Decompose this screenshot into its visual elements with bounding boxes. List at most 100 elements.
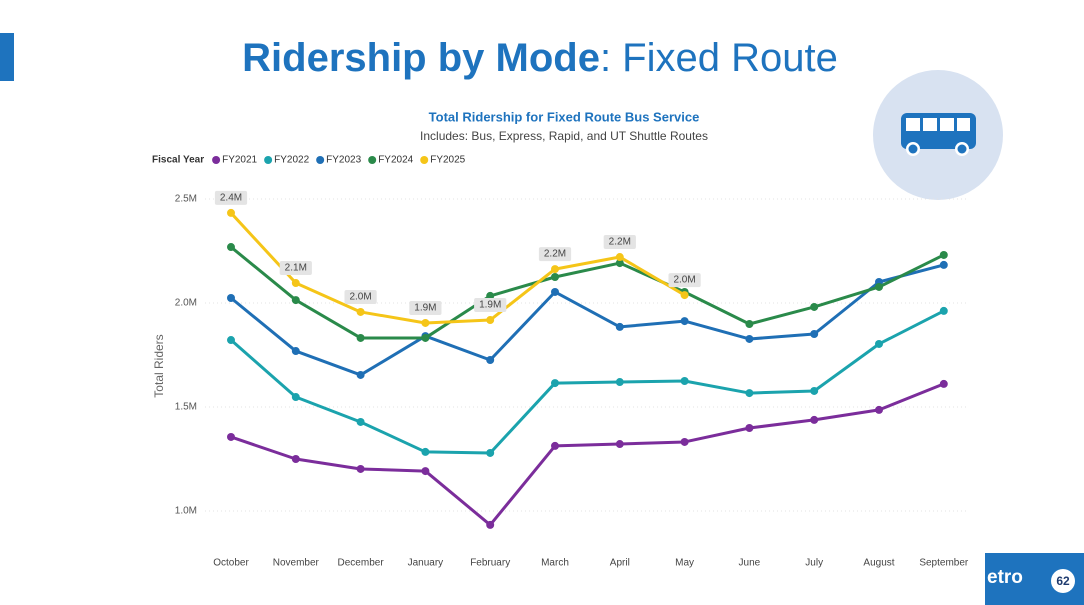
data-label: 2.1M [285,263,307,274]
data-point [551,265,559,274]
x-tick-label: December [338,558,385,569]
x-tick-label: May [675,558,694,569]
slide-title-rest: : Fixed Route [600,36,838,80]
data-point [551,441,559,450]
data-point [745,334,754,343]
data-point [939,379,948,388]
data-point [421,447,430,456]
data-point [356,307,365,316]
data-label-bg [409,300,442,315]
data-point [421,333,430,342]
data-label: 1.9M [479,300,501,311]
series-line [230,309,945,455]
data-label-bg [538,247,572,262]
data-point [810,302,819,311]
slide-title: Ridership by Mode: Fixed Route [242,36,838,80]
data-point [680,291,689,300]
data-point [356,464,365,473]
x-tick-label: October [213,558,249,569]
x-tick-label: February [470,558,510,569]
legend-label: FY2021 [222,155,257,166]
legend-label: FY2022 [274,155,309,166]
data-point [875,282,883,291]
data-point [615,322,624,331]
data-point [486,448,495,457]
data-point [551,287,559,296]
data-label-bg [668,273,701,288]
data-point [227,294,235,303]
data-point [939,306,948,315]
data-point [615,378,624,387]
series-line [230,245,945,340]
data-point [421,318,430,327]
legend-label: FY2025 [430,155,465,166]
data-point [551,273,559,281]
data-point [939,260,948,269]
data-label: 2.0M [349,292,371,303]
y-tick-label: 2.0M [175,298,197,309]
legend-swatch [420,156,429,164]
y-axis-label: Total Riders [152,334,166,397]
data-point [680,377,689,385]
legend-swatch [264,156,273,164]
data-point [227,243,235,252]
legend-title: Fiscal Year [152,155,204,166]
data-point [356,370,365,379]
x-tick-label: April [610,558,630,569]
chart-title: Total Ridership for Fixed Route Bus Serv… [429,109,700,124]
data-label-bg [474,298,507,313]
data-point [745,320,754,329]
data-point [291,455,300,463]
data-label-bg [603,235,636,250]
data-label: 2.4M [220,193,242,204]
data-label-bg [279,261,312,276]
data-point [745,389,754,398]
x-tick-label: November [273,558,320,569]
data-point [356,417,365,426]
legend-swatch [368,156,377,164]
data-point [227,336,235,345]
legend-swatch [212,156,221,164]
legend-label: FY2024 [378,155,413,166]
data-point [291,393,300,402]
accent-bar [0,33,14,81]
data-label: 2.2M [609,237,631,248]
data-point [615,440,624,449]
data-point [227,208,235,217]
data-point [615,259,624,268]
data-point [680,437,689,446]
slide-title-bold: Ridership by Mode [242,36,600,80]
data-point [939,250,948,259]
data-point [291,279,300,288]
page-number: 62 [1056,574,1070,588]
data-point [291,347,300,356]
x-tick-label: September [919,558,969,569]
data-point [486,355,495,364]
series-line [229,211,686,325]
data-point [875,339,883,348]
data-label: 2.0M [673,275,695,286]
data-point [291,296,300,305]
y-tick-label: 2.5M [175,194,197,205]
logo-text: etro [987,567,1023,588]
data-label: 2.2M [544,249,566,260]
data-point [551,379,559,388]
chart-subtitle: Includes: Bus, Express, Rapid, and UT Sh… [420,129,708,143]
data-point [810,415,819,424]
legend-swatch [316,156,325,164]
x-tick-label: August [863,558,894,569]
x-tick-label: June [739,558,761,569]
data-point [875,405,883,414]
data-point [745,424,754,433]
page-badge [1051,569,1075,593]
data-label: 1.9M [414,303,436,314]
x-tick-label: January [408,558,444,569]
data-point [680,317,689,326]
data-point [810,329,819,338]
series-line [230,263,945,377]
legend-label: FY2023 [326,155,361,166]
series-line [230,382,945,527]
x-tick-label: July [805,558,823,569]
bus-icon [873,70,1003,200]
